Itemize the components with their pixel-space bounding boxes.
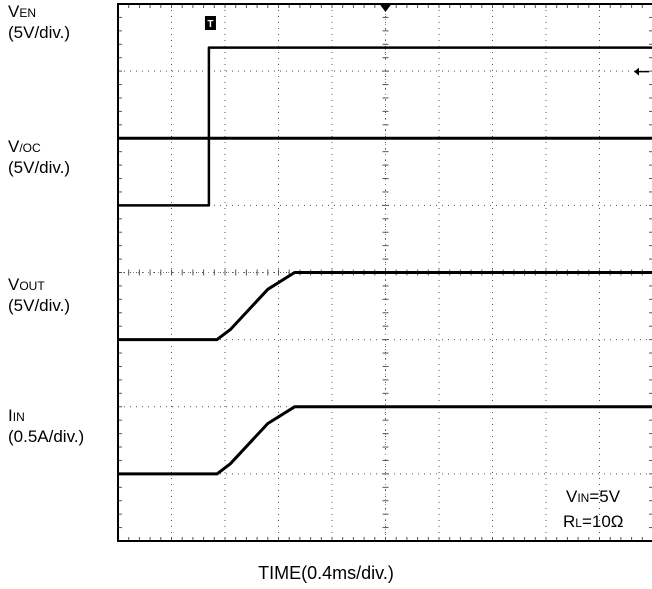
x-axis-label: TIME(0.4ms/div.) bbox=[258, 563, 394, 583]
trace-ven bbox=[118, 46, 652, 207]
plot-traces bbox=[118, 46, 652, 476]
plot-markers: T bbox=[204, 4, 649, 76]
channel-label-voc: V/OC (5V/div.) bbox=[8, 137, 71, 177]
annotation-vin: VIN=5V bbox=[566, 487, 621, 506]
trigger-marker-label: T bbox=[207, 19, 213, 30]
level-arrow-head bbox=[634, 67, 639, 76]
trigger-marker bbox=[204, 16, 216, 30]
annotation-rl: RL=10Ω bbox=[563, 512, 624, 531]
trigger-position-arrow bbox=[379, 4, 392, 12]
plot-border bbox=[117, 3, 652, 542]
channel-label-iin: IIN (0.5A/div.) bbox=[8, 406, 85, 446]
channel-label-vout: VOUT (5V/div.) bbox=[8, 275, 71, 315]
channel-label-ven: VEN (5V/div.) bbox=[8, 2, 71, 42]
trace-iin bbox=[118, 405, 652, 476]
oscilloscope-plot: T bbox=[117, 3, 652, 542]
trace-vout bbox=[118, 271, 652, 342]
